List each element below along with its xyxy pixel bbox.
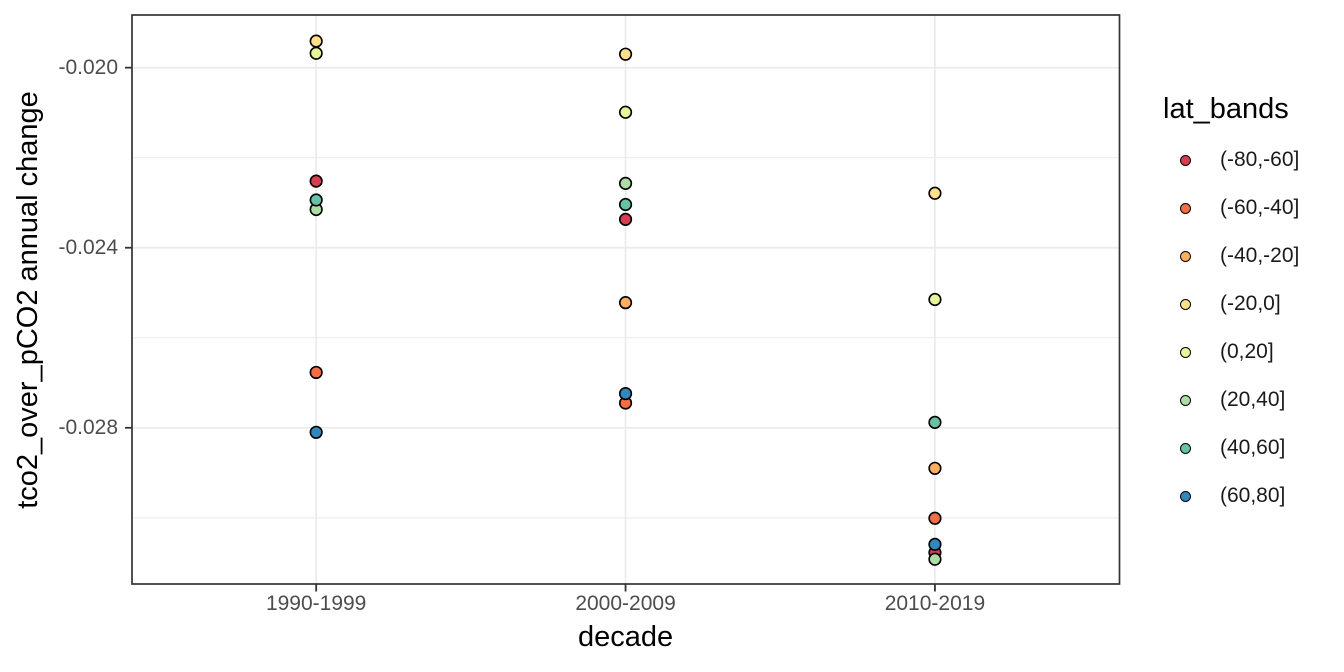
legend-item: (60,80] (1163, 472, 1285, 520)
data-point (309, 425, 323, 439)
x-tick-label: 1990-1999 (265, 592, 367, 615)
legend-item: (-20,0] (1163, 280, 1281, 328)
data-point (618, 386, 633, 401)
data-point (309, 174, 323, 188)
data-point (618, 105, 633, 119)
legend-item-label: (0,20] (1220, 340, 1274, 363)
y-axis-title: tco2_over_pCO2 annual change (12, 90, 44, 509)
y-tick-label: -0.024 (58, 235, 118, 259)
legend-key-dot (1180, 250, 1191, 262)
legend-item-label: (-80,-60] (1220, 148, 1300, 171)
legend-item-label: (-40,-20] (1220, 244, 1300, 267)
legend-key-dot (1180, 490, 1191, 502)
x-tick-label: 2000-2009 (575, 592, 676, 615)
data-point (309, 365, 323, 380)
legend-item-label: (60,80] (1220, 484, 1286, 507)
data-point (928, 537, 942, 551)
legend-item-label: (40,60] (1220, 436, 1286, 459)
data-point (928, 292, 942, 307)
data-point (309, 46, 323, 60)
legend-item: (-60,-40] (1163, 184, 1299, 232)
y-tick-label: -0.028 (58, 415, 118, 439)
legend-title: lat_bands (1163, 93, 1289, 125)
data-point (928, 511, 942, 525)
legend-item: (0,20] (1163, 328, 1274, 376)
legend: lat_bands (-80,-60] (-60,-40] (-40,-20] (-2… (1163, 0, 1344, 672)
legend-key-dot (1180, 202, 1191, 214)
x-axis-title: decade (577, 621, 674, 653)
data-point (309, 193, 323, 207)
legend-item: (-40,-20] (1163, 232, 1299, 280)
data-point (618, 47, 633, 61)
x-tick-label: 2010-2019 (884, 592, 986, 615)
legend-item-label: (20,40] (1220, 388, 1286, 411)
data-point (618, 296, 633, 310)
legend-item-label: (-60,-40] (1220, 196, 1300, 219)
data-point (928, 415, 942, 429)
legend-key-dot (1180, 442, 1191, 454)
data-point (928, 186, 942, 200)
legend-item: (-80,-60] (1163, 136, 1299, 184)
legend-item: (40,60] (1163, 424, 1285, 472)
y-tick-label: -0.020 (58, 55, 118, 79)
legend-key-dot (1180, 346, 1191, 358)
data-point (928, 552, 942, 566)
legend-key-dot (1180, 154, 1191, 166)
data-point (309, 34, 323, 48)
legend-key-dot (1180, 298, 1191, 310)
legend-item: (20,40] (1163, 376, 1285, 424)
data-point (928, 461, 942, 475)
data-point (618, 176, 633, 190)
legend-item-label: (-20,0] (1220, 292, 1281, 315)
legend-key-dot (1180, 394, 1191, 406)
data-point (618, 197, 633, 212)
data-point (618, 212, 633, 226)
